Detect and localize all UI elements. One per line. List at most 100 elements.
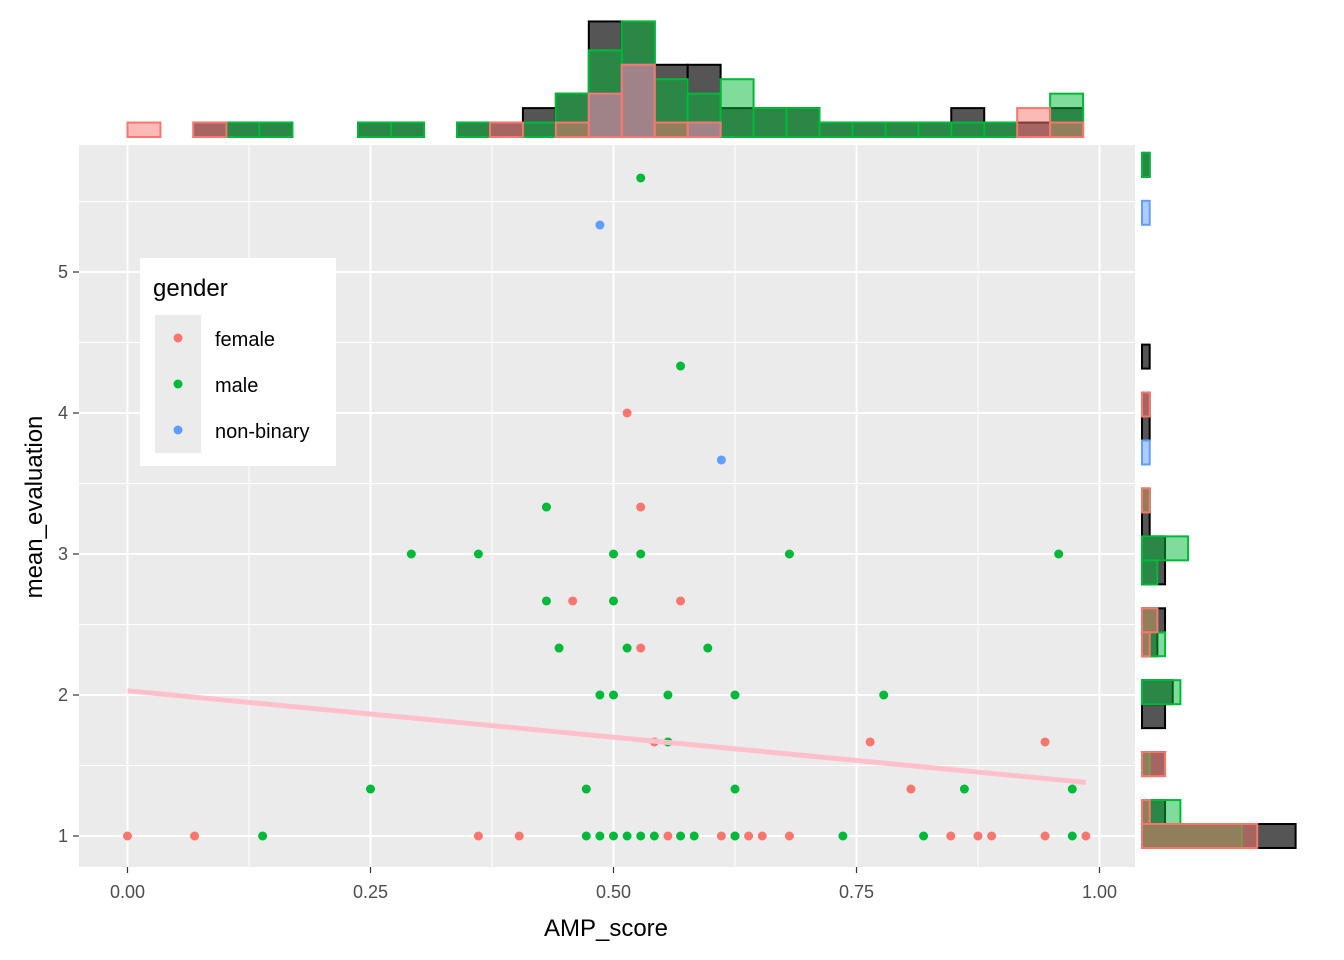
point-male [554,643,564,653]
top-hist-bar-female [653,121,689,139]
y-tick-label: 5 [58,262,68,282]
point-male [609,690,618,700]
right-hist-bar-female [1141,631,1151,658]
top-marginal-histogram [126,20,1085,139]
right-hist-bar-female [1141,391,1151,418]
point-non-binary [716,455,726,465]
top-hist-bar-male [818,121,854,139]
point-male [1067,831,1077,841]
point-female [865,737,875,747]
top-hist-bar-male [983,121,1019,139]
top-hist-bar-male [884,121,920,139]
point-female [716,831,726,841]
x-tick-label: 1.00 [1082,882,1117,902]
point-male [595,690,605,700]
point-male [703,643,713,653]
point-female [906,784,916,794]
point-female [784,831,794,841]
point-male [689,831,699,841]
point-female [473,831,483,841]
plot-panel [79,145,1135,867]
right-hist-bar-female [1141,823,1259,849]
point-male [919,831,929,841]
right-hist-bar-all [1141,343,1151,370]
legend-label-female: female [215,329,275,351]
x-tick-label: 0.75 [839,882,874,902]
point-female [1081,831,1091,841]
right-hist-bar-male [1141,679,1182,706]
point-male [258,831,268,841]
x-axis-title: AMP_score [544,915,668,942]
top-hist-bar-male [357,121,393,139]
right-hist-bar-all [1141,703,1167,730]
x-tick-label: 0.50 [596,882,631,902]
legend-label-non-binary: non-binary [215,421,310,443]
point-male [1054,549,1064,559]
point-male [1067,784,1077,794]
point-male [879,690,889,700]
point-female [514,831,524,841]
point-female [946,831,956,841]
top-hist-bar-female [126,121,162,139]
legend: gender female male non-binary [140,258,336,466]
point-female [757,831,767,841]
point-male [838,831,848,841]
x-tick-label: 0.25 [353,882,388,902]
top-hist-bar-female [1016,107,1052,139]
y-tick-label: 3 [58,544,68,564]
top-hist-bar-female [620,63,656,138]
top-hist-bar-male [390,121,426,139]
point-male [663,690,673,700]
point-female [636,502,646,512]
point-male [473,549,483,559]
point-non-binary [595,220,605,230]
top-hist-bar-female [587,92,623,138]
right-hist-bar-male [1141,535,1190,562]
top-hist-bar-male [950,121,986,139]
right-hist-bar-non-binary [1141,199,1151,226]
point-female [190,831,200,841]
right-hist-bar-all [1141,511,1151,538]
point-male [609,549,618,559]
top-hist-bar-male [917,121,953,139]
point-male [959,784,969,794]
point-male [730,690,740,700]
right-hist-bar-non-binary [1141,439,1151,466]
top-hist-bar-female [488,121,524,139]
x-tick-label: 0.00 [110,882,145,902]
top-hist-bar-male [851,121,887,139]
point-male [406,549,416,559]
point-female [987,831,997,841]
top-hist-bar-male [521,121,557,139]
point-male [609,831,618,841]
right-hist-bar-all [1141,415,1151,442]
point-female [1040,831,1050,841]
grid-minor [79,145,1135,867]
point-female [636,643,646,653]
scatter-points [123,173,1091,841]
point-male [541,596,551,606]
point-male [676,831,686,841]
top-hist-bar-male [225,121,261,139]
point-male [622,643,632,653]
point-male [622,831,632,841]
point-male [730,831,740,841]
point-male [784,549,794,559]
point-female [744,831,754,841]
legend-title: gender [153,275,228,302]
point-female [676,596,686,606]
top-hist-bar-female [192,121,228,139]
top-hist-bar-male [456,121,491,139]
legend-label-male: male [215,375,258,397]
right-hist-bar-female [1141,799,1151,826]
top-hist-bar-female [1049,121,1085,139]
legend-dot-non-binary [173,425,183,435]
point-male [541,502,551,512]
point-female [973,831,983,841]
trend-line-group [127,688,1087,785]
point-male [609,596,618,606]
point-male [581,831,591,841]
trend-line [127,688,1087,785]
y-tick-label: 4 [58,403,68,423]
